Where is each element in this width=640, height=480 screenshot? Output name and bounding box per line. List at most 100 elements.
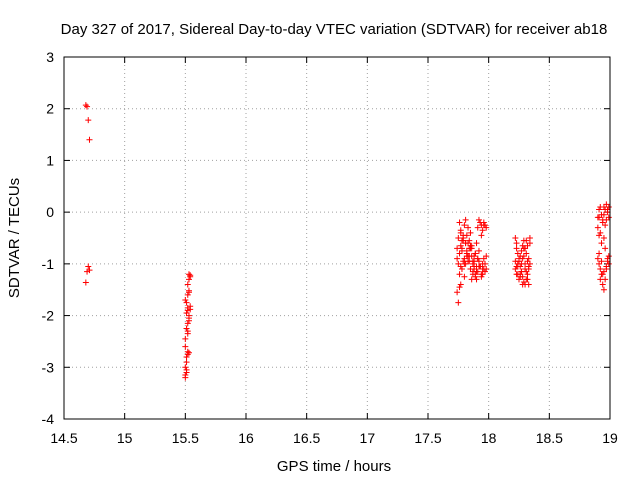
data-point [478,232,485,239]
data-point [183,325,190,332]
data-point [463,232,470,239]
data-point [513,263,520,270]
data-point [605,203,612,210]
data-point [184,320,191,327]
data-point [524,271,531,278]
data-point [523,268,530,275]
data-point [455,299,462,306]
data-point [183,359,190,366]
data-point [520,253,527,260]
data-point [471,253,478,260]
data-point [184,348,191,355]
data-point [462,240,469,247]
data-point [456,219,463,226]
x-tick-label: 14.5 [50,430,77,446]
data-point [184,291,191,298]
data-point [513,245,520,252]
data-point [187,306,194,313]
data-point [478,273,485,280]
data-point [457,281,464,288]
data-point [466,237,473,244]
x-tick-label: 15.5 [172,430,199,446]
y-axis-label: SDTVAR / TECUs [6,178,23,298]
data-point [185,276,192,283]
data-point [524,276,531,283]
x-tick-label: 16 [238,430,254,446]
data-point [461,273,468,280]
data-points [82,102,612,381]
data-point [475,216,482,223]
y-tick-label: 2 [46,101,54,117]
data-point [456,250,463,257]
data-point [525,255,532,262]
data-point [599,271,606,278]
data-point [513,240,520,247]
axis-ticks [63,56,611,420]
data-point [85,263,92,270]
data-point [467,229,474,236]
x-tick-label: 19 [602,430,618,446]
data-point [184,281,191,288]
data-point [480,255,487,262]
data-point [479,271,486,278]
data-point [598,240,605,247]
data-point [468,245,475,252]
data-point [605,253,612,260]
data-point [183,353,190,360]
data-point [522,266,529,273]
grid [64,57,610,419]
data-point [463,250,470,257]
data-point [182,335,189,342]
data-point [454,245,461,252]
plot-frame [63,56,611,420]
data-point [598,258,605,265]
y-tick-label: -1 [42,256,55,272]
y-tick-label: -2 [42,308,55,324]
data-point [86,267,93,274]
y-tick-labels: -4 -3 -2 -1 0 1 2 3 [42,49,55,427]
data-point [474,255,481,262]
data-point [465,224,472,231]
data-point [520,245,527,252]
data-point [182,297,189,304]
data-point [457,263,464,270]
data-point [185,271,192,278]
data-point [525,281,532,288]
data-point [82,279,89,286]
x-tick-labels: 14.5 15 15.5 16 16.5 17 17.5 18 18.5 19 [50,430,618,446]
data-point [482,260,489,267]
data-point [86,136,93,143]
data-point [183,299,190,306]
data-point [602,245,609,252]
data-point [594,255,601,262]
data-point [519,281,526,288]
chart-title: Day 327 of 2017, Sidereal Day-to-day VTE… [61,21,608,38]
data-point [523,237,530,244]
data-point [599,281,606,288]
data-point [187,272,194,279]
data-point [85,117,92,124]
data-point [185,289,192,296]
data-point [596,250,603,257]
data-point [480,222,487,229]
data-point [596,206,603,213]
y-tick-label: -4 [42,411,55,427]
data-point [475,247,482,254]
data-point [182,374,189,381]
data-point [514,260,521,267]
data-point [475,258,482,265]
data-point [600,211,607,218]
data-point [479,227,486,234]
x-tick-label: 15 [117,430,133,446]
data-point [525,263,532,270]
x-tick-label: 17 [360,430,376,446]
data-point [461,222,468,229]
data-point [516,255,522,262]
data-point [472,271,479,278]
data-point [473,240,480,247]
data-point [472,250,479,257]
y-tick-label: 3 [46,49,54,65]
y-tick-label: 0 [46,204,54,220]
